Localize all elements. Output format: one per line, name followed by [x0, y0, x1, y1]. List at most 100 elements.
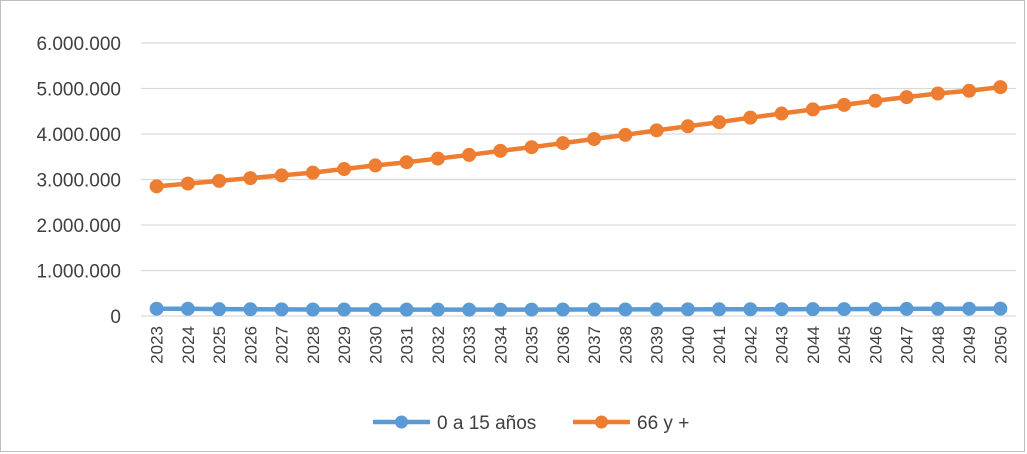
x-tick-label: 2036	[554, 326, 573, 364]
data-point	[368, 302, 383, 317]
y-tick-label: 1.000.000	[36, 262, 121, 283]
data-point	[774, 302, 789, 317]
data-point	[962, 301, 977, 316]
data-point	[493, 302, 508, 317]
x-tick-label: 2031	[398, 326, 417, 364]
data-point	[399, 302, 414, 317]
series-2	[149, 80, 1008, 194]
x-tick-label: 2039	[648, 326, 667, 364]
data-point	[680, 119, 695, 134]
x-tick-label: 2033	[460, 326, 479, 364]
data-point	[587, 132, 602, 147]
legend-item: 66 y +	[573, 413, 689, 434]
legend-label: 0 a 15 años	[437, 413, 536, 434]
series-group	[149, 80, 1008, 317]
y-tick-label: 6.000.000	[36, 34, 121, 55]
series-line	[156, 306, 1001, 312]
series-1	[149, 301, 1008, 317]
x-tick-label: 2026	[241, 326, 260, 364]
data-point	[149, 301, 164, 316]
x-tick-label: 2034	[491, 326, 510, 364]
data-point	[743, 302, 758, 317]
data-point	[430, 151, 445, 166]
y-axis-tick-labels: 0 1.000.000 2.000.000 3.000.000 4.000.000 5.0…	[36, 34, 121, 328]
x-tick-label: 2025	[210, 326, 229, 364]
data-point	[337, 302, 352, 317]
data-point	[555, 136, 570, 151]
legend-item: 0 a 15 años	[373, 413, 536, 434]
data-point	[962, 83, 977, 98]
data-point	[305, 165, 320, 180]
data-point	[555, 302, 570, 317]
data-point	[649, 302, 664, 317]
data-point	[618, 127, 633, 142]
legend: 0 a 15 años 66 y +	[373, 413, 689, 434]
data-point	[618, 302, 633, 317]
data-point	[243, 302, 258, 317]
data-point	[368, 158, 383, 173]
x-tick-label: 2030	[366, 326, 385, 364]
data-point	[868, 301, 883, 316]
x-tick-label: 2040	[679, 326, 698, 364]
data-point	[149, 179, 164, 194]
data-point	[462, 147, 477, 162]
legend-label: 66 y +	[637, 413, 689, 434]
data-point	[805, 302, 820, 317]
x-tick-label: 2023	[148, 326, 167, 364]
data-point	[993, 80, 1008, 95]
x-tick-label: 2032	[429, 326, 448, 364]
data-point	[430, 302, 445, 317]
x-tick-label: 2044	[804, 326, 823, 364]
x-axis-tick-labels: 2023 2024 2025 2026 2027 2028 2029 2030 2031 2032…	[148, 326, 1011, 364]
data-point	[274, 302, 289, 317]
data-point	[805, 102, 820, 117]
data-point	[305, 302, 320, 317]
x-tick-label: 2046	[866, 326, 885, 364]
data-point	[493, 143, 508, 158]
data-point	[930, 301, 945, 316]
gridlines	[141, 42, 1016, 317]
data-point	[837, 302, 852, 317]
data-point	[868, 93, 883, 108]
data-point	[837, 97, 852, 112]
data-point	[930, 86, 945, 101]
x-tick-label: 2037	[585, 326, 604, 364]
x-tick-label: 2045	[835, 326, 854, 364]
data-point	[243, 171, 258, 186]
x-tick-label: 2048	[929, 326, 948, 364]
data-point	[743, 110, 758, 125]
x-tick-label: 2028	[304, 326, 323, 364]
data-point	[337, 162, 352, 177]
x-tick-label: 2027	[273, 326, 292, 364]
data-point	[649, 123, 664, 138]
x-tick-label: 2049	[960, 326, 979, 364]
y-tick-label: 0	[110, 307, 121, 328]
data-point	[274, 168, 289, 183]
x-tick-label: 2050	[991, 326, 1010, 364]
data-point	[899, 90, 914, 105]
data-point	[587, 302, 602, 317]
y-tick-label: 4.000.000	[36, 125, 121, 146]
x-tick-label: 2035	[523, 326, 542, 364]
legend-swatch-marker	[595, 415, 608, 429]
data-point	[712, 115, 727, 130]
data-point	[462, 302, 477, 317]
y-tick-label: 2.000.000	[36, 216, 121, 237]
x-tick-label: 2041	[710, 326, 729, 364]
data-point	[399, 155, 414, 170]
data-point	[899, 301, 914, 316]
series-line	[156, 84, 1001, 189]
x-tick-label: 2047	[898, 326, 917, 364]
data-point	[212, 302, 227, 317]
data-point	[993, 301, 1008, 316]
data-point	[212, 173, 227, 188]
x-tick-label: 2042	[741, 326, 760, 364]
data-point	[712, 302, 727, 317]
x-tick-label: 2043	[773, 326, 792, 364]
legend-swatch-marker	[395, 415, 408, 429]
data-point	[680, 302, 695, 317]
y-tick-label: 3.000.000	[36, 171, 121, 192]
data-point	[180, 176, 195, 191]
